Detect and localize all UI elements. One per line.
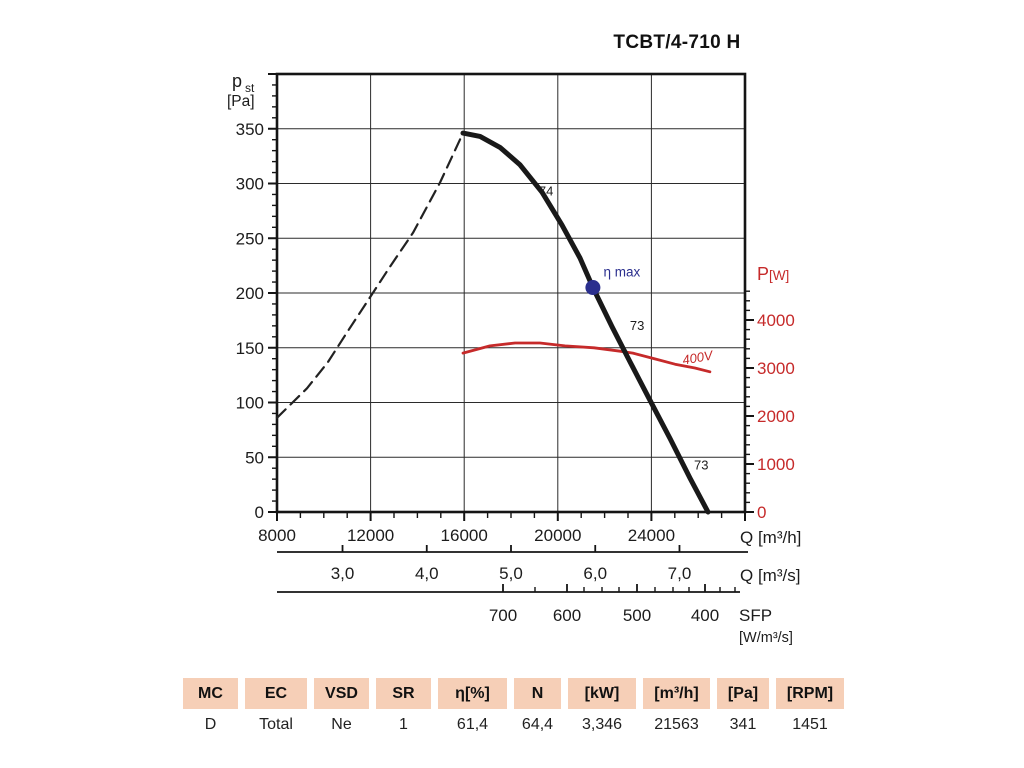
- sfp-tick-label: 600: [553, 606, 581, 625]
- pst-axis-tick-label: 200: [236, 284, 264, 303]
- spec-column-sr: SR 1: [376, 678, 431, 740]
- q-m3s-tick-label: 7,0: [668, 564, 692, 583]
- spec-header-cell: VSD: [314, 678, 369, 709]
- sfp-tick-label: 700: [489, 606, 517, 625]
- curve-annotation: 73: [694, 457, 708, 472]
- pst-axis-label-subscript: st: [245, 81, 255, 95]
- spec-column-vsd: VSD Ne: [314, 678, 369, 740]
- q-m3h-tick-label: 8000: [258, 526, 296, 545]
- pst-axis-tick-label: 50: [245, 448, 264, 467]
- spec-column-mc: MC D: [183, 678, 238, 740]
- q-m3h-tick-label: 16000: [441, 526, 488, 545]
- sfp-tick-label: 400: [691, 606, 719, 625]
- curve-annotation: 74: [539, 184, 553, 199]
- spec-value-cell: D: [204, 715, 217, 733]
- p-axis-tick-label: 2000: [757, 407, 795, 426]
- fan-curve: [460, 130, 711, 515]
- pst-axis-tick-label: 350: [236, 120, 264, 139]
- spec-column-n: N 64,4: [514, 678, 561, 740]
- spec-table: MC D EC Total VSD Ne SR 1 η[%] 61,4 N 64,4 [kW] 3,346…: [183, 678, 844, 740]
- spec-header-cell: MC: [183, 678, 238, 709]
- p-axis-label: P[W]: [757, 264, 789, 284]
- q-m3h-tick-label: 12000: [347, 526, 394, 545]
- curve-annotation: 400V: [681, 347, 715, 367]
- spec-value-cell: Ne: [331, 715, 352, 733]
- spec-column-: η[%] 61,4: [438, 678, 507, 740]
- pst-axis-tick-label: 100: [236, 394, 264, 413]
- spec-column-kw: [kW] 3,346: [568, 678, 636, 740]
- spec-header-cell: N: [514, 678, 561, 709]
- q-m3s-tick-label: 5,0: [499, 564, 523, 583]
- p-axis-tick-label: 3000: [757, 359, 795, 378]
- spec-value-cell: 21563: [654, 715, 699, 733]
- spec-header-cell: η[%]: [438, 678, 507, 709]
- p-axis-tick-label: 4000: [757, 311, 795, 330]
- surge-line: [275, 132, 465, 419]
- pst-axis-tick-label: 300: [236, 175, 264, 194]
- sfp-axis-unit-label: [W/m³/s]: [739, 630, 793, 646]
- q-m3s-tick-label: 6,0: [583, 564, 607, 583]
- power-curve-400v: [461, 341, 712, 374]
- spec-value-cell: 64,4: [521, 715, 554, 733]
- curve-annotation: η max: [604, 265, 641, 280]
- pst-axis-tick-label: 0: [255, 503, 264, 522]
- spec-header-cell: EC: [245, 678, 307, 709]
- spec-column-mh: [m³/h] 21563: [643, 678, 710, 740]
- spec-header-cell: [RPM]: [776, 678, 844, 709]
- q-m3h-axis-label: Q [m³/h]: [740, 528, 801, 547]
- spec-value-cell: 3,346: [581, 715, 623, 733]
- spec-header-cell: SR: [376, 678, 431, 709]
- spec-header-cell: [kW]: [568, 678, 636, 709]
- q-m3s-tick-label: 3,0: [331, 564, 355, 583]
- pst-axis-unit-label: [Pa]: [227, 93, 255, 110]
- curve-annotation: 73: [630, 318, 644, 333]
- spec-column-rpm: [RPM] 1451: [776, 678, 844, 740]
- p-axis-tick-label: 1000: [757, 455, 795, 474]
- spec-value-cell: 61,4: [456, 715, 489, 733]
- q-m3s-tick-label: 4,0: [415, 564, 439, 583]
- q-m3h-tick-label: 24000: [628, 526, 675, 545]
- pst-axis-tick-label: 150: [236, 339, 264, 358]
- spec-column-ec: EC Total: [245, 678, 307, 740]
- sfp-axis-label: SFP: [739, 606, 772, 625]
- pst-axis-label: p: [232, 71, 242, 91]
- sfp-tick-label: 500: [623, 606, 651, 625]
- eta-max-point: [585, 280, 601, 296]
- spec-value-cell: 1: [399, 715, 408, 733]
- spec-value-cell: 341: [729, 715, 757, 733]
- pst-axis-tick-label: 250: [236, 229, 264, 248]
- spec-value-cell: Total: [259, 715, 293, 733]
- spec-column-pa: [Pa] 341: [717, 678, 769, 740]
- q-m3h-tick-label: 20000: [534, 526, 581, 545]
- q-m3s-axis-label: Q [m³/s]: [740, 566, 800, 585]
- chart-title: TCBT/4-710 H: [613, 32, 741, 53]
- spec-header-cell: [Pa]: [717, 678, 769, 709]
- spec-value-cell: 1451: [792, 715, 828, 733]
- p-axis-tick-label: 0: [757, 503, 766, 522]
- spec-header-cell: [m³/h]: [643, 678, 710, 709]
